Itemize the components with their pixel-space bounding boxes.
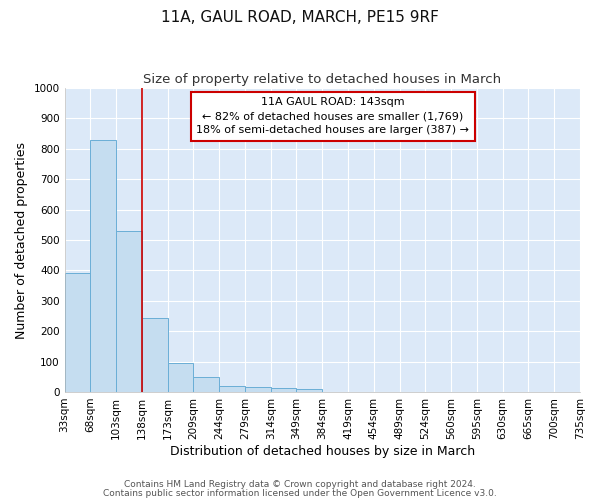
Title: Size of property relative to detached houses in March: Size of property relative to detached ho…: [143, 72, 502, 86]
Bar: [65, 274, 91, 392]
Text: 11A GAUL ROAD: 143sqm
← 82% of detached houses are smaller (1,769)
18% of semi-d: 11A GAUL ROAD: 143sqm ← 82% of detached …: [196, 97, 469, 135]
Bar: [296, 389, 322, 392]
Bar: [116, 231, 142, 392]
Bar: [193, 377, 219, 392]
Bar: [219, 386, 245, 392]
Text: Contains public sector information licensed under the Open Government Licence v3: Contains public sector information licen…: [103, 488, 497, 498]
Bar: [271, 388, 296, 392]
Text: 11A, GAUL ROAD, MARCH, PE15 9RF: 11A, GAUL ROAD, MARCH, PE15 9RF: [161, 10, 439, 25]
Bar: [167, 363, 193, 392]
X-axis label: Distribution of detached houses by size in March: Distribution of detached houses by size …: [170, 444, 475, 458]
Bar: [91, 140, 116, 392]
Text: Contains HM Land Registry data © Crown copyright and database right 2024.: Contains HM Land Registry data © Crown c…: [124, 480, 476, 489]
Bar: [245, 388, 271, 392]
Bar: [142, 318, 167, 392]
Y-axis label: Number of detached properties: Number of detached properties: [15, 142, 28, 338]
